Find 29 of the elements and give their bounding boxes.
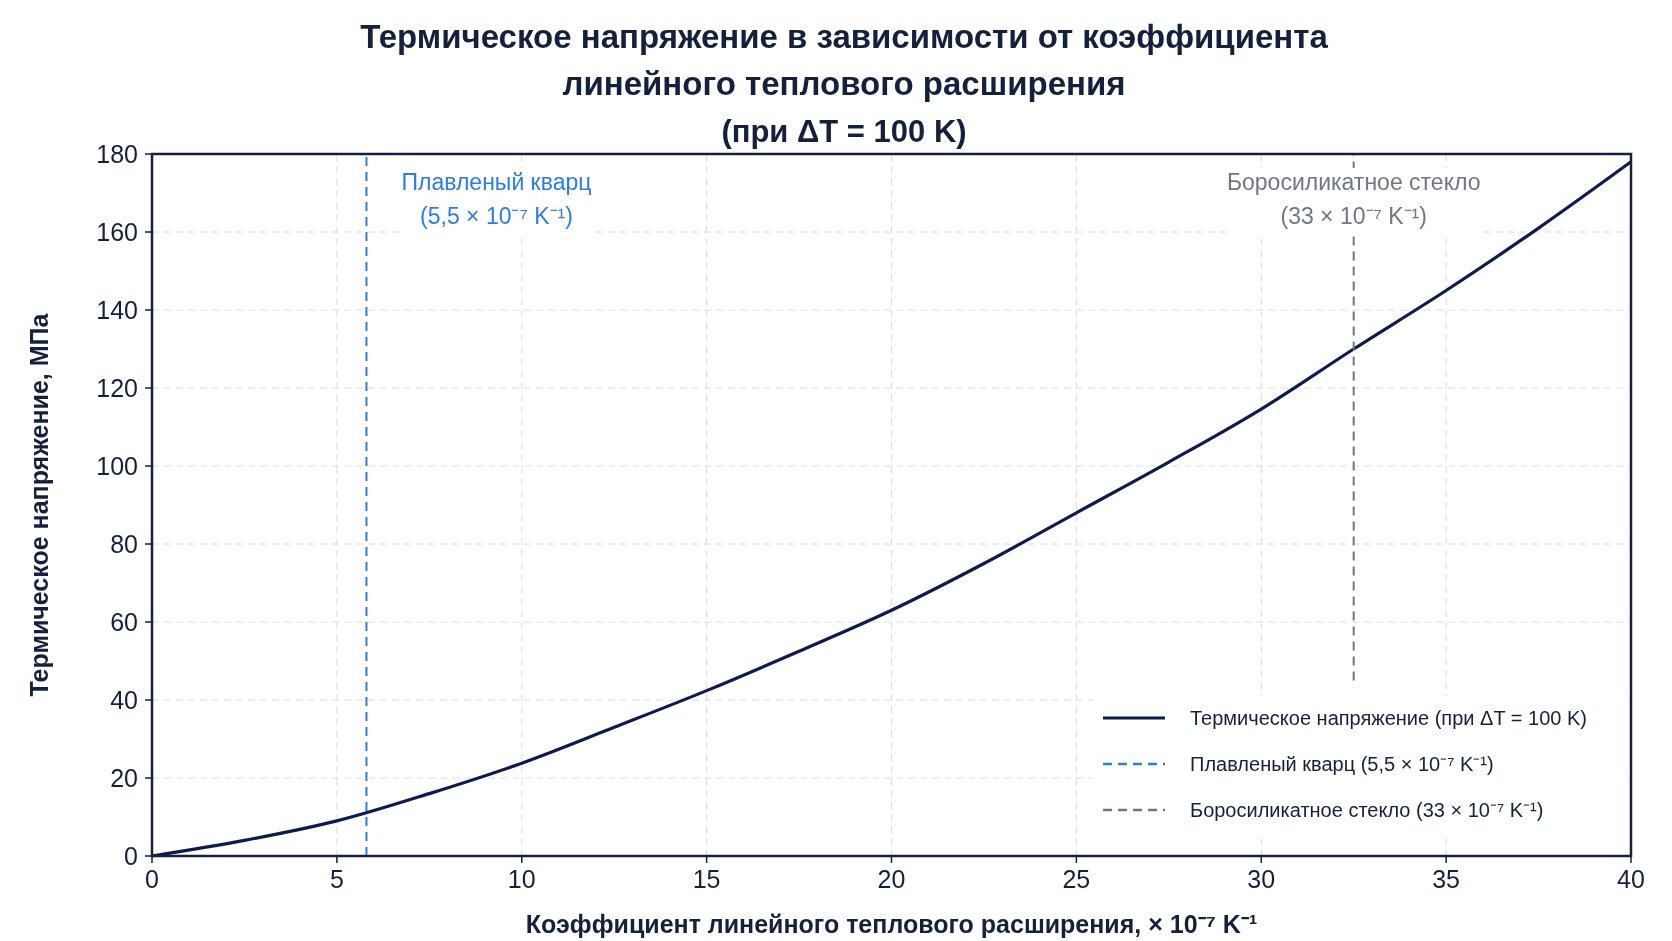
line-series [150, 160, 1633, 858]
y-tick-label: 120 [96, 374, 138, 402]
annotation: Боросиликатное стекло (33 × 10⁻⁷ K⁻¹) [1226, 169, 1481, 229]
x-tick-label: 5 [329, 865, 344, 893]
chart-subtitle: (при ΔT = 100 K) [721, 114, 967, 149]
y-tick-label: 0 [124, 842, 138, 870]
legend-label: Боросиликатное стекло (33 × 10⁻⁷ K⁻¹) [1190, 799, 1544, 821]
x-tick-label: 35 [1432, 865, 1461, 893]
legend-label: Термическое напряжение (при ΔT = 100 K) [1190, 707, 1587, 729]
x-tick-label: 30 [1247, 865, 1276, 893]
x-tick-label: 20 [877, 865, 906, 893]
y-tick-label: 140 [96, 296, 138, 324]
x-tick-label: 25 [1062, 865, 1091, 893]
annotation: Плавленый кварц (5,5 × 10⁻⁷ K⁻¹) [401, 169, 592, 229]
y-tick-label: 80 [110, 530, 138, 558]
legend-label: Плавленый кварц (5,5 × 10⁻⁷ K⁻¹) [1190, 753, 1494, 775]
x-tick-label: 10 [507, 865, 536, 893]
x-tick-label: 15 [692, 865, 721, 893]
y-tick-label: 60 [110, 608, 138, 636]
y-tick-label: 20 [110, 764, 138, 792]
chart-title: Термическое напряжение в зависимости от коэффициента линейного теплового расширения [360, 18, 1329, 102]
x-tick-label: 40 [1617, 865, 1645, 893]
y-tick-label: 100 [96, 452, 138, 480]
x-tick-label: 0 [145, 865, 159, 893]
y-tick-label: 180 [96, 140, 138, 168]
y-tick-label: 40 [110, 686, 138, 714]
y-axis-title: Термическое напряжение, МПа [25, 312, 53, 697]
x-axis-title: Коэффициент линейного теплового расширения, × 10⁻⁷ K⁻¹ [525, 910, 1258, 938]
y-tick-label: 160 [96, 218, 138, 246]
